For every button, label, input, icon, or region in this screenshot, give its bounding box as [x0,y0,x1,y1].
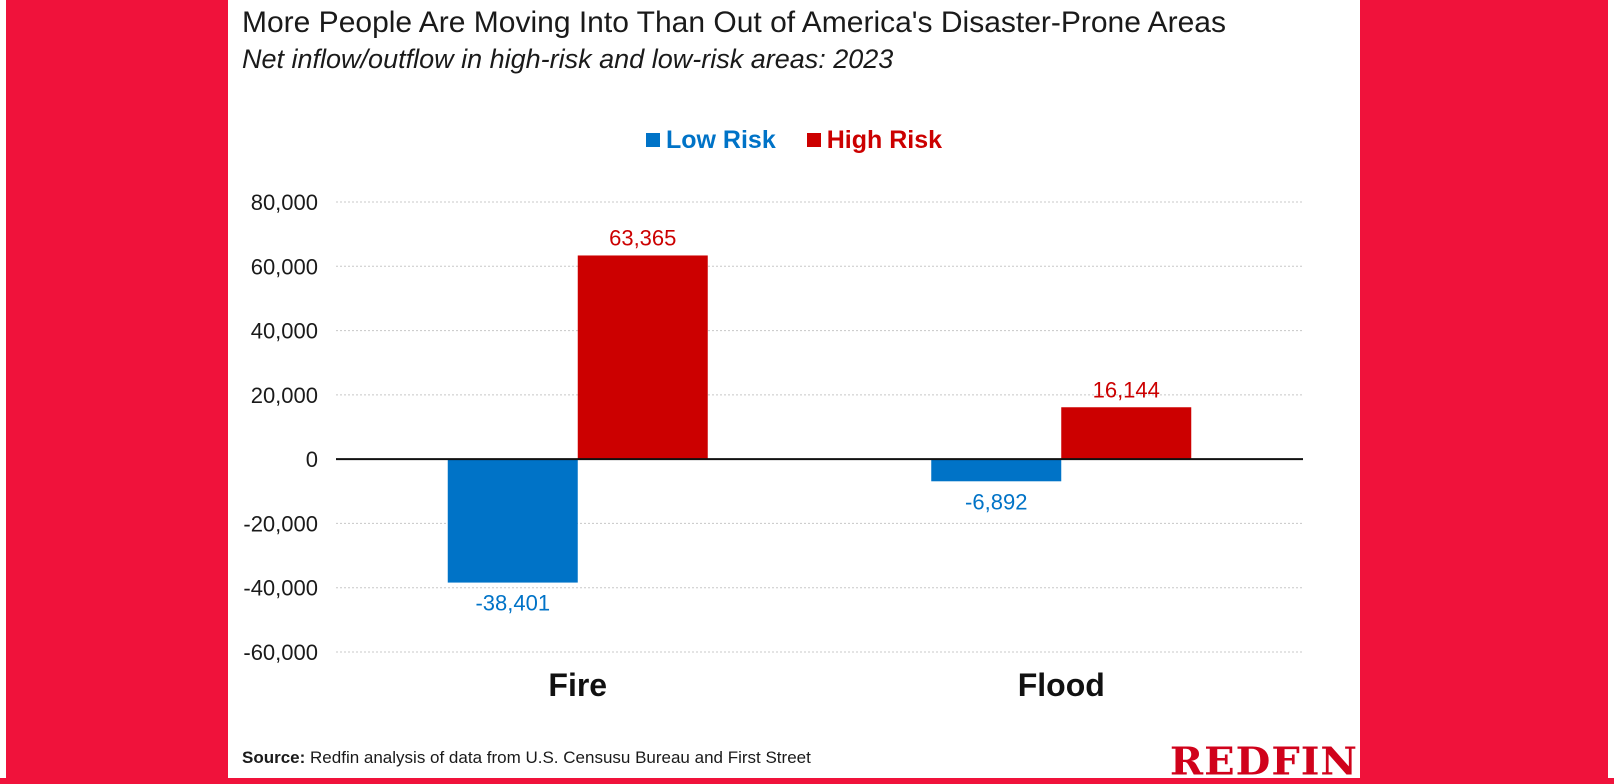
data-label: -38,401 [475,591,550,616]
y-tick-label: 20,000 [251,383,318,408]
legend-swatch-low-risk [646,133,660,147]
legend-item-high-risk: High Risk [806,126,942,155]
legend: Low Risk High Risk [228,126,1360,155]
plot-area: 80,000 60,000 40,000 20,000 0 -20,000 -40,000 -… [243,190,1303,703]
bar-low-risk [447,459,578,583]
page-edge-left [0,0,6,778]
chart-card: More People Are Moving Into Than Out of … [228,0,1360,784]
source-text: Redfin analysis of data from U.S. Census… [310,748,811,767]
y-tick-label: 60,000 [251,254,318,279]
page-edge-right [1608,0,1614,778]
redfin-logo: REDFIN [1169,739,1358,784]
legend-swatch-high-risk [806,133,821,147]
legend-item-low-risk: Low Risk [646,126,776,155]
x-tick-label: Flood [1018,667,1105,703]
bar-high-risk [1061,407,1192,460]
x-tick-label: Fire [548,667,607,703]
bar-high-risk [577,255,708,460]
y-tick-label: 40,000 [251,319,318,344]
data-label: 16,144 [1093,377,1160,402]
data-label: 63,365 [609,225,676,250]
y-tick-label: 0 [306,447,318,472]
y-tick-label: -40,000 [243,576,318,601]
chart-title: More People Are Moving Into Than Out of … [242,6,1226,39]
chart-subtitle: Net inflow/outflow in high-risk and low-… [242,44,894,74]
y-tick-label: -60,000 [243,640,318,665]
bar-low-risk [931,459,1062,482]
data-label: -6,892 [965,489,1027,514]
y-tick-label: -20,000 [243,511,318,536]
legend-label-low-risk: Low Risk [666,126,776,154]
source-note: Source: Redfin analysis of data from U.S… [242,748,811,768]
legend-label-high-risk: High Risk [826,126,942,154]
y-tick-label: 80,000 [251,190,318,215]
source-label: Source: [242,748,306,767]
